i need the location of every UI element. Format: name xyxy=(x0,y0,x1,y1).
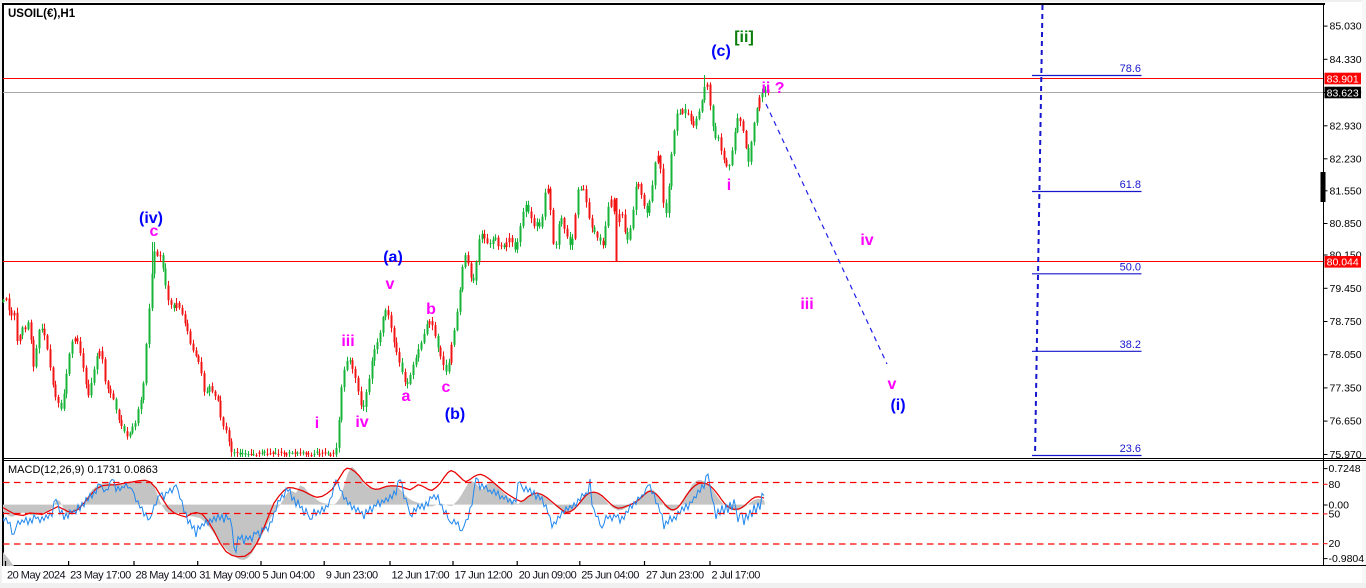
svg-text:0.7248: 0.7248 xyxy=(1329,463,1361,475)
svg-text:c: c xyxy=(150,223,159,240)
svg-text:78.750: 78.750 xyxy=(1330,316,1362,328)
svg-text:31 May 09:00: 31 May 09:00 xyxy=(199,570,260,582)
svg-text:79.450: 79.450 xyxy=(1330,283,1362,295)
svg-text:81.550: 81.550 xyxy=(1330,185,1362,197)
svg-text:25 Jun 04:00: 25 Jun 04:00 xyxy=(581,570,639,582)
svg-text:28 May 14:00: 28 May 14:00 xyxy=(136,570,197,582)
svg-text:USOIL(€),H1: USOIL(€),H1 xyxy=(8,8,76,20)
svg-text:20 Jun 09:00: 20 Jun 09:00 xyxy=(519,570,577,582)
svg-text:(iv): (iv) xyxy=(139,210,163,227)
svg-text:MACD(12,26,9) 0.1731 0.0863: MACD(12,26,9) 0.1731 0.0863 xyxy=(8,464,158,476)
svg-text:b: b xyxy=(426,301,436,318)
svg-text:77.350: 77.350 xyxy=(1330,382,1362,394)
svg-text:ii ?: ii ? xyxy=(761,80,784,97)
svg-text:a: a xyxy=(402,388,411,405)
svg-text:78.050: 78.050 xyxy=(1330,349,1362,361)
svg-text:61.8: 61.8 xyxy=(1120,179,1141,191)
svg-text:76.650: 76.650 xyxy=(1330,416,1362,428)
svg-text:iii: iii xyxy=(341,333,354,350)
svg-text:50.0: 50.0 xyxy=(1120,261,1141,273)
svg-text:82.230: 82.230 xyxy=(1330,153,1362,165)
svg-text:17 Jun 12:00: 17 Jun 12:00 xyxy=(455,570,513,582)
svg-text:75.970: 75.970 xyxy=(1330,449,1362,461)
svg-text:(a): (a) xyxy=(383,249,403,266)
svg-text:80: 80 xyxy=(1329,479,1341,491)
svg-text:0.00: 0.00 xyxy=(1329,500,1350,512)
svg-text:2 Jul 17:00: 2 Jul 17:00 xyxy=(712,570,761,582)
svg-text:23 May 17:00: 23 May 17:00 xyxy=(70,570,131,582)
svg-text:78.6: 78.6 xyxy=(1120,63,1141,75)
svg-text:(b): (b) xyxy=(445,406,465,423)
svg-text:20: 20 xyxy=(1329,538,1341,550)
svg-text:i: i xyxy=(315,415,319,432)
svg-text:85.030: 85.030 xyxy=(1330,21,1362,33)
svg-text:(c): (c) xyxy=(711,43,731,60)
svg-text:83.901: 83.901 xyxy=(1327,73,1359,85)
svg-text:82.930: 82.930 xyxy=(1330,120,1362,132)
svg-text:80.044: 80.044 xyxy=(1327,257,1359,269)
svg-text:5 Jun 04:00: 5 Jun 04:00 xyxy=(263,570,315,582)
svg-text:i: i xyxy=(727,177,731,194)
svg-text:iii: iii xyxy=(800,296,813,313)
svg-text:v: v xyxy=(386,276,395,293)
svg-text:80.850: 80.850 xyxy=(1330,218,1362,230)
svg-text:84.330: 84.330 xyxy=(1330,54,1362,66)
svg-text:(i): (i) xyxy=(890,397,905,414)
svg-text:-0.9804: -0.9804 xyxy=(1329,553,1365,565)
svg-text:iv: iv xyxy=(860,232,873,249)
svg-text:iv: iv xyxy=(355,414,368,431)
svg-text:9 Jun 23:00: 9 Jun 23:00 xyxy=(326,570,378,582)
svg-text:27 Jun 23:00: 27 Jun 23:00 xyxy=(646,570,704,582)
svg-text:c: c xyxy=(442,379,451,396)
svg-text:12 Jun 17:00: 12 Jun 17:00 xyxy=(392,570,450,582)
svg-text:50: 50 xyxy=(1329,508,1341,520)
svg-text:[ii]: [ii] xyxy=(734,29,754,46)
svg-text:23.6: 23.6 xyxy=(1120,443,1141,455)
svg-text:38.2: 38.2 xyxy=(1120,339,1141,351)
svg-text:20 May 2024: 20 May 2024 xyxy=(7,570,65,582)
svg-text:83.623: 83.623 xyxy=(1327,87,1359,99)
svg-text:v: v xyxy=(888,376,897,393)
